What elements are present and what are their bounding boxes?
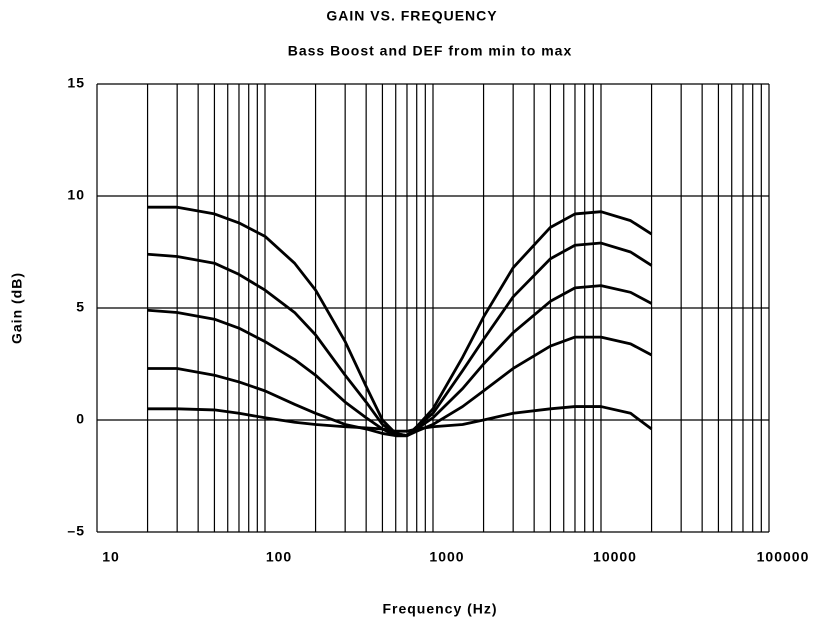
x-tick-label: 1000 — [429, 549, 464, 565]
x-tick-label: 10000 — [593, 549, 637, 565]
y-axis-label: Gain (dB) — [9, 272, 25, 344]
x-tick-label: 100000 — [757, 549, 810, 565]
x-tick-label: 10 — [102, 549, 120, 565]
x-axis-label: Frequency (Hz) — [382, 601, 497, 617]
chart-subtitle: Bass Boost and DEF from min to max — [288, 43, 572, 59]
y-tick-label: –5 — [67, 523, 85, 539]
series-line — [147, 405, 653, 433]
x-tick-label: 100 — [266, 549, 292, 565]
y-tick-label: 5 — [76, 299, 85, 315]
y-tick-label: 15 — [67, 75, 85, 91]
y-tick-label: 0 — [76, 411, 85, 427]
y-tick-label: 10 — [67, 187, 85, 203]
series-line — [147, 335, 653, 438]
chart-title: GAIN VS. FREQUENCY — [326, 8, 497, 24]
